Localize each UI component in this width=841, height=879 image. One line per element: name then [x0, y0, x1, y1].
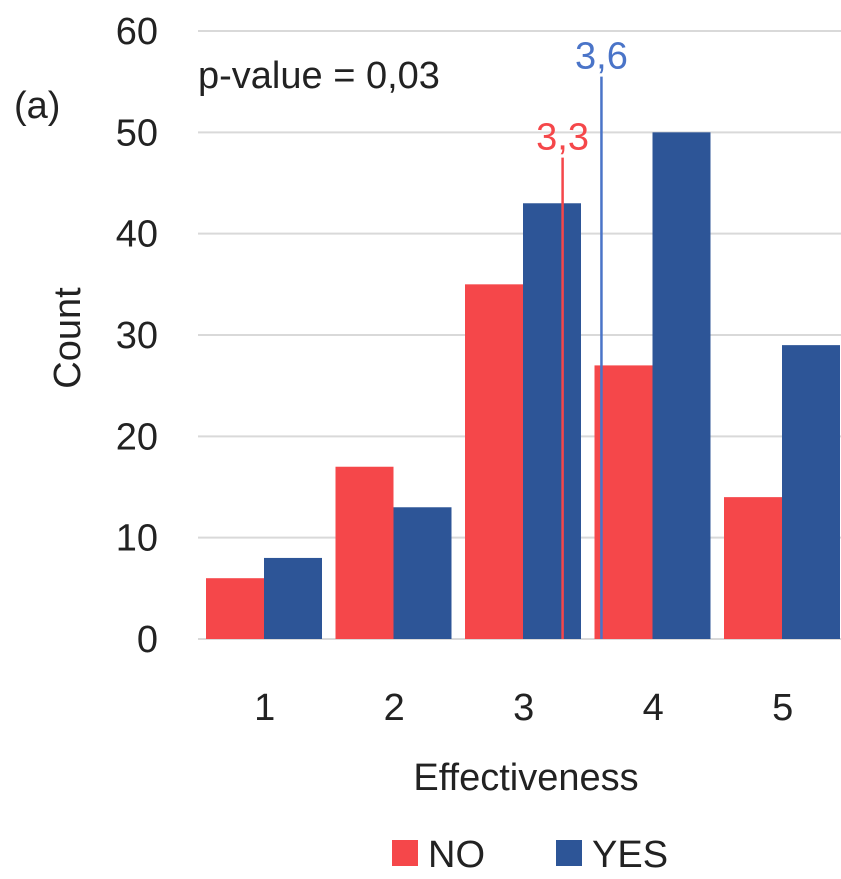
x-tick-label: 4 [643, 687, 664, 729]
y-axis-label: Count [47, 287, 89, 389]
x-axis-label: Effectiveness [413, 757, 638, 799]
legend-swatch-no [392, 840, 418, 866]
legend-label-yes: YES [592, 834, 668, 876]
bar-yes-3 [523, 203, 581, 639]
y-tick-label: 20 [116, 416, 158, 458]
legend: NO YES [392, 834, 668, 876]
y-tick-label: 0 [137, 619, 158, 661]
bar-no-4 [594, 365, 653, 639]
bar-yes-5 [782, 345, 840, 639]
bar-no-3 [465, 284, 523, 639]
bar-yes-1 [264, 557, 322, 639]
x-tick-labels: 1 2 3 4 5 [254, 687, 793, 729]
y-tick-label: 60 [116, 11, 158, 53]
legend-label-no: NO [428, 834, 485, 876]
x-tick-label: 2 [384, 687, 405, 729]
x-tick-label: 1 [254, 687, 275, 729]
bar-no-1 [206, 578, 264, 639]
x-tick-label: 3 [513, 687, 534, 729]
bar-yes-4 [652, 132, 711, 640]
y-tick-label: 40 [116, 214, 158, 256]
legend-swatch-yes [556, 840, 582, 866]
y-tick-label: 30 [116, 315, 158, 357]
y-tick-labels: 0 10 20 30 40 50 60 [116, 11, 158, 661]
y-tick-label: 10 [116, 518, 158, 560]
mean-label-yes: 3,6 [575, 36, 628, 78]
x-tick-label: 5 [772, 687, 793, 729]
bar-no-5 [724, 497, 782, 639]
bars [206, 132, 840, 640]
bar-yes-2 [393, 507, 452, 639]
y-tick-label: 50 [116, 112, 158, 154]
bar-no-2 [335, 466, 394, 639]
mean-lines: 3,3 3,6 [536, 36, 628, 639]
mean-label-no: 3,3 [536, 117, 589, 159]
panel-label: (a) [14, 85, 60, 127]
p-value-annotation: p-value = 0,03 [198, 55, 440, 97]
